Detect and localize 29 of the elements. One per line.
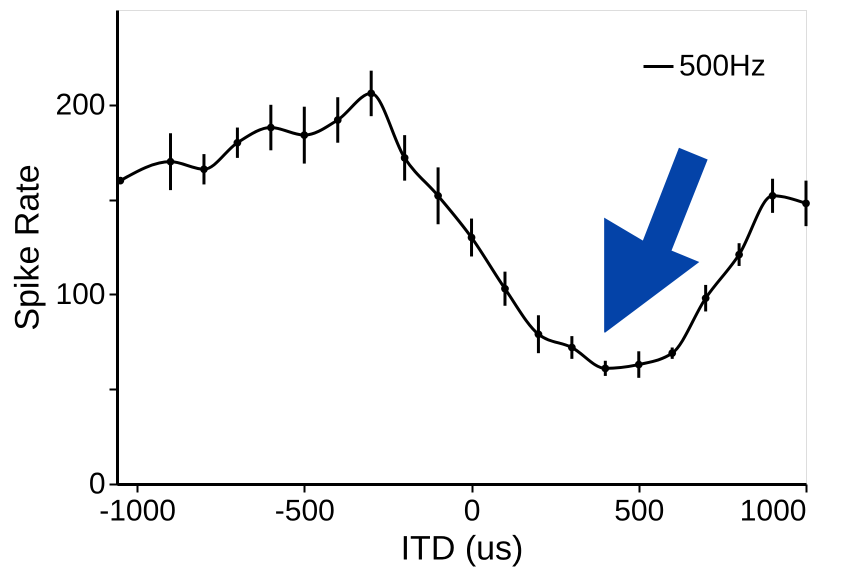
legend-label: 500Hz <box>679 50 766 82</box>
point <box>468 234 476 242</box>
point <box>802 200 810 208</box>
point <box>300 131 308 139</box>
point <box>702 294 710 302</box>
point <box>768 192 776 200</box>
y-tick-label: 100 <box>55 278 106 311</box>
point <box>200 165 208 174</box>
y-axis-title: Spike Rate <box>8 164 46 331</box>
x-tick-label: 500 <box>614 494 664 528</box>
point <box>735 250 743 258</box>
x-tick-label: 0 <box>464 494 480 528</box>
point <box>568 344 576 352</box>
point <box>634 360 643 368</box>
point <box>266 124 275 132</box>
point <box>668 349 676 358</box>
point <box>166 158 174 166</box>
point <box>234 138 242 147</box>
y-tick-label: 200 <box>55 88 106 122</box>
point <box>400 154 409 162</box>
point <box>534 330 542 338</box>
point <box>334 116 342 124</box>
x-tick-label: 1000 <box>740 494 806 528</box>
x-tick-label: -500 <box>274 494 335 528</box>
point <box>501 284 509 293</box>
x-axis-title: ITD (us) <box>400 530 524 568</box>
point <box>367 90 376 98</box>
point <box>434 192 442 200</box>
point <box>601 364 610 372</box>
